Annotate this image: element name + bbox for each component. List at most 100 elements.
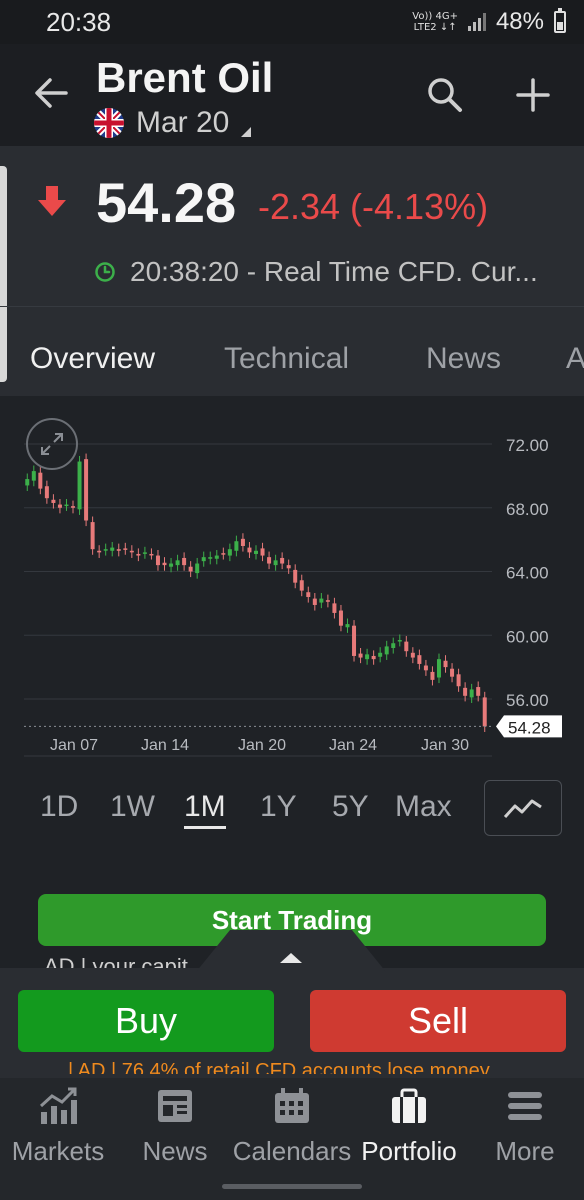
expand-chart-button[interactable] [26, 418, 78, 470]
candle-body [227, 549, 232, 556]
candle-body [456, 674, 461, 687]
x-tick-label: Jan 20 [238, 737, 286, 754]
candle-body [443, 660, 448, 668]
buy-button[interactable]: Buy [18, 990, 274, 1052]
battery-icon [554, 8, 566, 33]
tab-more[interactable]: A [566, 342, 584, 375]
y-tick-label: 68.00 [506, 500, 549, 519]
nav-more-label: More [495, 1136, 555, 1166]
range-max[interactable]: Max [395, 790, 452, 823]
range-1d[interactable]: 1D [40, 790, 79, 823]
last-price-tag [496, 715, 562, 738]
candle-body [436, 659, 441, 678]
candle-body [273, 560, 278, 566]
candle-body [260, 548, 265, 556]
candle-body [306, 592, 311, 597]
candle-body [188, 566, 193, 572]
candle-body [195, 563, 200, 574]
candle-body [352, 625, 357, 656]
y-tick-label: 72.00 [506, 436, 549, 455]
candle-body [332, 603, 337, 613]
price-chart[interactable]: 72.00 68.00 64.00 60.00 56.00 Jan 07 Jan 14 Jan… [0, 396, 584, 766]
tab-overview[interactable]: Overview [30, 342, 156, 375]
candle-body [299, 580, 304, 591]
y-tick-label: 60.00 [506, 627, 549, 646]
nav-calendars[interactable]: Calendars [232, 1086, 352, 1167]
range-1w[interactable]: 1W [110, 790, 155, 823]
candle-body [182, 557, 187, 566]
candle-body [234, 541, 239, 551]
candle-body [293, 569, 298, 583]
quote-source: - Real Time CFD. Cur... [246, 256, 538, 287]
quote-time-row: 20:38:20 - Real Time CFD. Cur... [94, 256, 538, 288]
candle-body [267, 557, 272, 564]
candle-body [169, 563, 174, 567]
add-icon[interactable] [512, 74, 554, 116]
candle-body [280, 557, 285, 564]
back-arrow-icon[interactable] [30, 72, 72, 114]
candle-body [175, 560, 180, 566]
candle-body [450, 668, 455, 677]
expand-trade-panel-handle[interactable] [196, 930, 386, 972]
candle-body [345, 624, 350, 628]
candle-body [103, 549, 108, 551]
nav-more[interactable]: More [465, 1086, 584, 1167]
range-1m[interactable]: 1M [184, 790, 226, 829]
contract-selector[interactable]: Mar 20 [94, 106, 252, 140]
last-price-label: 54.28 [508, 718, 551, 737]
side-handle[interactable] [0, 166, 7, 382]
status-bar: 20:38 Vo)) 4G+ LTE2 ↓↑ 48% [0, 0, 584, 44]
status-icons: Vo)) 4G+ LTE2 ↓↑ 48% [412, 8, 566, 36]
nav-markets-label: Markets [11, 1136, 105, 1166]
candle-body [378, 652, 383, 657]
y-tick-label: 64.00 [506, 564, 549, 583]
candle-body [319, 598, 324, 603]
uk-flag-icon [94, 108, 124, 138]
section-tabs: Overview Technical News A [0, 306, 584, 396]
network-indicator: Vo)) 4G+ LTE2 ↓↑ [412, 11, 458, 33]
candle-body [97, 550, 102, 553]
range-1y[interactable]: 1Y [260, 790, 297, 823]
candle-body [365, 654, 370, 660]
candle-body [38, 472, 43, 489]
candle-body [384, 646, 389, 655]
network-bottom-text: LTE2 ↓↑ [413, 22, 457, 33]
candle-body [208, 557, 213, 559]
candle-body [371, 655, 376, 660]
candle-body [90, 522, 95, 550]
candle-body [25, 479, 30, 486]
contract-expiry: Mar 20 [136, 106, 230, 139]
nav-portfolio[interactable]: Portfolio [349, 1086, 469, 1167]
chart-type-button[interactable] [484, 780, 562, 836]
expand-icon [41, 433, 63, 455]
chevron-up-icon [280, 953, 302, 963]
candle-body [430, 671, 435, 680]
x-tick-label: Jan 24 [329, 737, 377, 754]
line-chart-icon [503, 799, 542, 819]
clock-icon [95, 262, 115, 282]
last-price: 54.28 [96, 171, 237, 234]
candle-body [240, 538, 245, 546]
tab-technical[interactable]: Technical [224, 342, 350, 375]
candle-body [31, 471, 36, 481]
candle-body [142, 552, 147, 554]
nav-news[interactable]: News [115, 1086, 235, 1167]
tab-news[interactable]: News [426, 342, 502, 375]
x-tick-label: Jan 07 [50, 737, 98, 754]
nav-markets[interactable]: Markets [0, 1086, 118, 1167]
y-tick-label: 56.00 [506, 691, 549, 710]
range-5y[interactable]: 5Y [332, 790, 369, 823]
search-icon[interactable] [424, 74, 466, 116]
network-top-text: Vo)) 4G+ [412, 11, 458, 22]
candle-body [286, 565, 291, 569]
sell-button[interactable]: Sell [310, 990, 566, 1052]
candle-body [110, 547, 115, 551]
quote-panel: 54.28 -2.34 (-4.13%) 20:38:20 - Real Tim… [0, 146, 584, 396]
candle-body [423, 665, 428, 671]
candle-body [482, 697, 487, 727]
candle-body [325, 600, 330, 602]
divider [0, 306, 584, 307]
x-tick-label: Jan 30 [421, 737, 469, 754]
candle-body [77, 461, 82, 510]
candle-body [201, 557, 206, 562]
